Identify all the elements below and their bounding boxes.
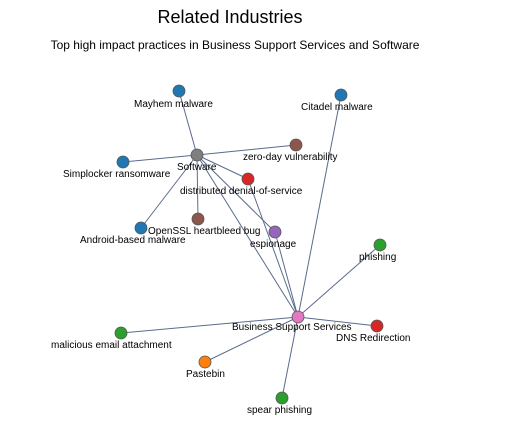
node-circle[interactable] [241,172,255,186]
node-simplocker[interactable]: Simplocker ransomware [63,155,171,180]
chart-title: Related Industries [157,7,303,27]
node-circle[interactable] [370,319,384,333]
node-label: phishing [359,252,396,263]
edge-software-ddos [196,154,249,180]
edge-bss-ddos [247,178,299,318]
node-label: Mayhem malware [134,99,213,110]
node-software[interactable]: Software [177,148,217,173]
node-circle[interactable] [172,84,186,98]
edge-software-espionage [196,154,276,233]
node-label: spear phishing [247,405,312,416]
node-phishing[interactable]: phishing [359,238,396,263]
node-label: Simplocker ransomware [63,169,171,180]
edge-software-mayhem [178,90,198,156]
node-openssl[interactable]: OpenSSL heartbleed bug [148,212,261,237]
node-label: Citadel malware [301,102,373,113]
node-ddos[interactable]: distributed denial-of-service [180,172,303,197]
node-circle[interactable] [198,355,212,369]
node-android[interactable]: Android-based malware [80,221,186,246]
node-citadel[interactable]: Citadel malware [301,88,373,113]
edge-software-simplocker [122,154,198,163]
edge-bss-citadel [297,94,342,318]
node-label: Android-based malware [80,235,186,246]
edge-bss-espionage [274,231,299,318]
edge-bss-spear [281,316,299,399]
node-circle[interactable] [190,148,204,162]
node-zeroday[interactable]: zero-day vulnerability [243,138,338,163]
node-circle[interactable] [134,221,148,235]
node-mayhem[interactable]: Mayhem malware [134,84,213,110]
edges-layer [120,90,381,399]
node-bss[interactable]: Business Support Services [232,310,352,333]
node-label: malicious email attachment [51,340,172,351]
edge-software-openssl [196,154,199,220]
node-espionage[interactable]: espionage [250,225,297,250]
node-circle[interactable] [191,212,205,226]
edge-software-android [140,154,198,229]
node-label: Pastebin [186,369,225,380]
node-label: zero-day vulnerability [243,152,338,163]
node-label: OpenSSL heartbleed bug [148,226,261,237]
edge-bss-dnsredir [297,316,378,327]
node-circle[interactable] [334,88,348,102]
node-circle[interactable] [116,155,130,169]
edge-software-zeroday [196,144,297,156]
node-label: distributed denial-of-service [180,186,303,197]
node-circle[interactable] [114,326,128,340]
node-pastebin[interactable]: Pastebin [186,355,225,380]
node-circle[interactable] [275,391,289,405]
node-label: Business Support Services [232,322,352,333]
node-circle[interactable] [289,138,303,152]
node-dnsredir[interactable]: DNS Redirection [336,319,410,344]
node-circle[interactable] [291,310,305,324]
node-circle[interactable] [373,238,387,252]
edge-bss-malemail [120,316,299,334]
chart-subtitle: Top high impact practices in Business Su… [50,38,420,52]
node-label: Software [177,162,217,173]
edge-software-bss [196,154,299,318]
edge-bss-phishing [297,244,381,318]
node-label: DNS Redirection [336,333,410,344]
node-spear[interactable]: spear phishing [247,391,312,416]
node-label: espionage [250,239,297,250]
node-malemail[interactable]: malicious email attachment [51,326,172,351]
edge-bss-pastebin [204,316,299,363]
node-circle[interactable] [268,225,282,239]
nodes-layer: Software Business Support Services Mayhem … [51,84,410,416]
